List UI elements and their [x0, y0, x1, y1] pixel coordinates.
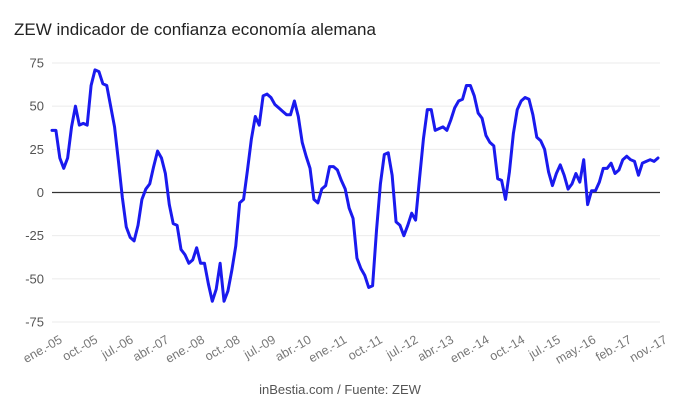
- x-tick-label: abr.-13: [415, 332, 456, 364]
- y-tick-label: 75: [30, 56, 44, 71]
- x-tick-label: nov.-17: [627, 332, 669, 365]
- y-tick-label: 50: [30, 99, 44, 114]
- x-tick-label: ene.-05: [21, 332, 65, 365]
- y-tick-label: -25: [25, 228, 44, 243]
- source-note: inBestia.com / Fuente: ZEW: [259, 382, 421, 397]
- y-tick-label: -75: [25, 315, 44, 330]
- x-tick-label: jul.-12: [383, 332, 420, 362]
- x-tick-label: ene.-08: [163, 332, 207, 365]
- x-tick-label: oct.-11: [345, 332, 384, 363]
- y-tick-label: -50: [25, 271, 44, 286]
- x-tick-label: jul.-09: [241, 332, 278, 362]
- x-tick-label: abr.-07: [131, 332, 172, 364]
- y-tick-label: 25: [30, 142, 44, 157]
- x-tick-label: ene.-14: [448, 332, 492, 365]
- chart-title: ZEW indicador de confianza economía alem…: [14, 20, 376, 39]
- x-tick-label: may.-16: [553, 332, 598, 366]
- x-tick-label: jul.-06: [98, 332, 135, 362]
- y-tick-label: 0: [37, 185, 44, 200]
- x-tick-label: oct.-08: [202, 332, 242, 363]
- x-tick-label: ene.-11: [306, 332, 349, 365]
- x-tick-label: oct.-14: [487, 332, 527, 363]
- x-tick-label: oct.-05: [60, 332, 100, 363]
- x-tick-label: abr.-10: [273, 332, 314, 364]
- y-tick-labels: -75 -50 -25 0 25 50 75: [25, 56, 44, 330]
- x-tick-label: feb.-17: [593, 332, 634, 364]
- series-line: [50, 68, 660, 303]
